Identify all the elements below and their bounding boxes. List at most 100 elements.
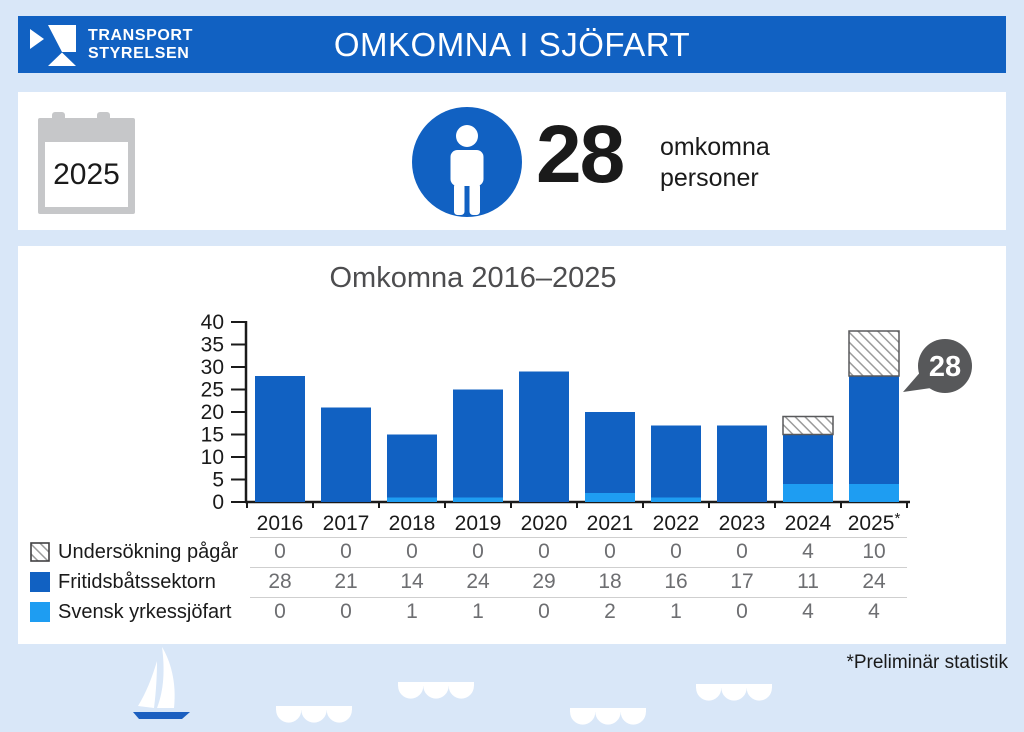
table-cell: 0 (472, 540, 484, 563)
summary-panel: 2025 28 omkomna personer (18, 92, 1006, 230)
series-label: Svensk yrkessjöfart (58, 601, 232, 623)
page-title: OMKOMNA I SJÖFART (333, 26, 691, 63)
calendar-page: 2025 (45, 142, 128, 207)
table-cell: 18 (598, 570, 622, 593)
x-category-label: 2025* (848, 510, 901, 535)
wave-icon (276, 706, 352, 723)
y-tick-label: 15 (201, 424, 224, 447)
person-badge (412, 107, 522, 217)
bar-segment (651, 425, 701, 498)
calendar-icon: 2025 (38, 118, 135, 214)
logo-text: TRANSPORT STYRELSEN (88, 27, 193, 63)
series-label: Undersökning pågår (58, 541, 239, 563)
y-tick-label: 20 (201, 401, 224, 424)
bar-segment (848, 330, 900, 377)
table-row: Fritidsbåtssektorn 28 21 14 24 29 18 16 17 11 24 (18, 567, 1006, 597)
table-cell: 21 (334, 570, 358, 593)
table-divider (250, 567, 907, 568)
table-cell: 0 (340, 600, 352, 623)
logo-line1: TRANSPORT (88, 27, 193, 44)
fatalities-count-label: omkomna personer (660, 132, 770, 194)
x-category-label: 2023 (719, 512, 766, 535)
y-tick-label: 10 (201, 446, 224, 469)
y-tick-label: 40 (201, 311, 224, 334)
table-cell: 0 (670, 540, 682, 563)
table-row: Undersökning pågår 0 0 0 0 0 0 0 0 4 10 (18, 537, 1006, 567)
color-swatch-icon (30, 602, 50, 622)
callout-tail (903, 369, 938, 392)
bar-segment (849, 484, 899, 502)
table-cell: 0 (736, 540, 748, 563)
count-label-line2: personer (660, 164, 759, 192)
table-divider (250, 537, 907, 538)
x-category-label: 2021 (587, 512, 634, 535)
table-cell: 0 (736, 600, 748, 623)
x-category-label: 2019 (455, 512, 502, 535)
wave-icon (570, 708, 646, 725)
x-category-label: 2016 (257, 512, 304, 535)
bar-segment (849, 376, 899, 484)
series-label: Fritidsbåtssektorn (58, 571, 216, 593)
sailboat-icon (133, 647, 190, 719)
table-cell: 11 (797, 570, 819, 593)
table-cell: 1 (670, 600, 682, 623)
table-cell: 0 (274, 540, 286, 563)
x-category-label: 2024 (785, 512, 832, 535)
bar-segment (453, 497, 503, 502)
bar-segment (783, 434, 833, 484)
preliminary-statistics-footnote: *Preliminär statistik (846, 652, 1008, 673)
y-tick-label: 0 (212, 491, 224, 514)
table-row: Svensk yrkessjöfart 0 0 1 1 0 2 1 0 4 4 (18, 597, 1006, 627)
table-cell: 0 (604, 540, 616, 563)
table-cell: 1 (406, 600, 418, 623)
bar-segment (387, 434, 437, 498)
bar-segment (255, 376, 305, 502)
y-tick-label: 35 (201, 334, 224, 357)
bar-segment (519, 371, 569, 502)
table-cell: 24 (862, 570, 886, 593)
table-cell: 0 (274, 600, 286, 623)
callout-bubble (918, 339, 972, 393)
person-icon (450, 125, 484, 215)
table-cell: 29 (532, 570, 556, 593)
y-tick-label: 25 (201, 379, 224, 402)
table-divider (250, 597, 907, 598)
x-category-label: 2018 (389, 512, 436, 535)
table-cell: 2 (604, 600, 616, 623)
calendar-year-label: 2025 (53, 157, 120, 191)
x-category-label: 2020 (521, 512, 568, 535)
bar-segment (585, 412, 635, 493)
table-cell: 4 (802, 540, 814, 563)
table-cell: 0 (538, 540, 550, 563)
table-cell: 16 (664, 570, 688, 593)
bar-segment (585, 493, 635, 502)
wave-icon (398, 682, 474, 699)
logo-line2: STYRELSEN (88, 45, 190, 62)
table-cell: 4 (802, 600, 814, 623)
color-swatch-icon (30, 572, 50, 592)
table-cell: 14 (400, 570, 424, 593)
transportstyrelsen-logo: TRANSPORT STYRELSEN (30, 24, 230, 66)
hatch-swatch-icon (30, 542, 50, 562)
table-cell: 17 (730, 570, 754, 593)
table-cell: 1 (472, 600, 484, 623)
table-cell: 0 (406, 540, 418, 563)
callout-value: 28 (929, 351, 961, 383)
y-tick-label: 5 (212, 469, 224, 492)
bar-segment (453, 389, 503, 498)
chart-title: Omkomna 2016–2025 (329, 262, 617, 294)
transportstyrelsen-logo-icon (30, 25, 76, 66)
bar-segment (783, 484, 833, 502)
x-category-label: 2017 (323, 512, 370, 535)
count-label-line1: omkomna (660, 133, 770, 161)
table-cell: 4 (868, 600, 880, 623)
bar-segment (717, 425, 767, 502)
table-cell: 10 (862, 540, 886, 563)
table-cell: 0 (538, 600, 550, 623)
table-cell: 24 (466, 570, 490, 593)
bar-segment (651, 497, 701, 502)
bar-segment (387, 497, 437, 502)
y-tick-label: 30 (201, 356, 224, 379)
